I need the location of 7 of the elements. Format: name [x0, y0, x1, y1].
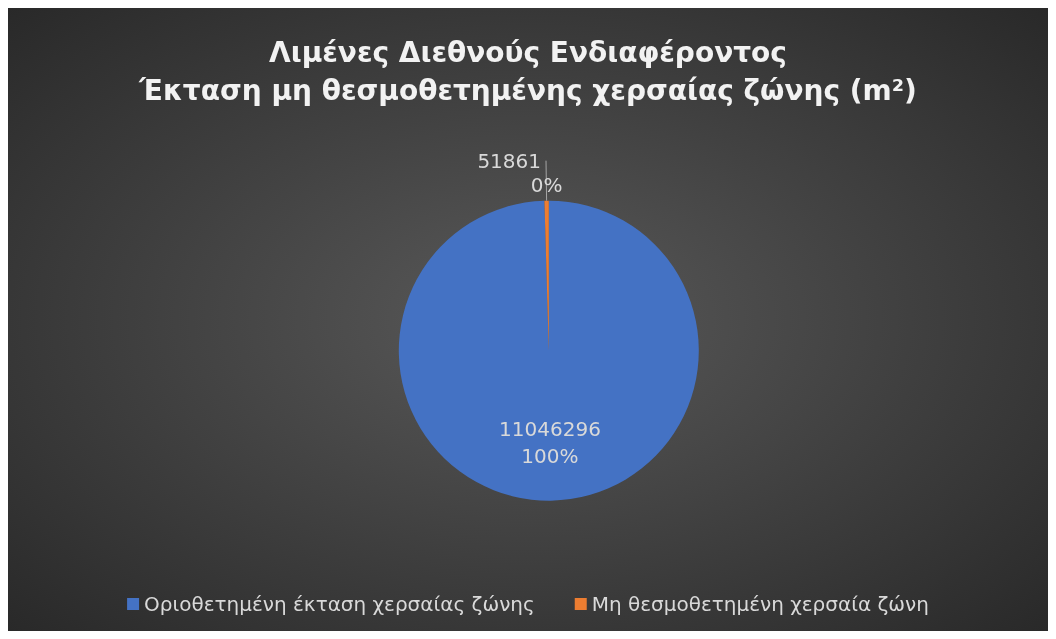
text: 100%: [521, 443, 579, 468]
text: 0%: [530, 172, 563, 197]
legend-label: Οριοθετημένη έκταση χερσαίας ζώνης: [144, 592, 535, 616]
chart-title: Λιμένες Διεθνούς Ενδιαφέροντος Έκταση μη θεσμοθετημένης χερσαίας ζώνης (m²): [138, 35, 917, 107]
data-label: 51861: [477, 148, 542, 173]
legend-label: Μη θεσμοθετημένη χερσαία ζώνη: [591, 592, 929, 616]
data-label: 11046296: [499, 416, 601, 441]
